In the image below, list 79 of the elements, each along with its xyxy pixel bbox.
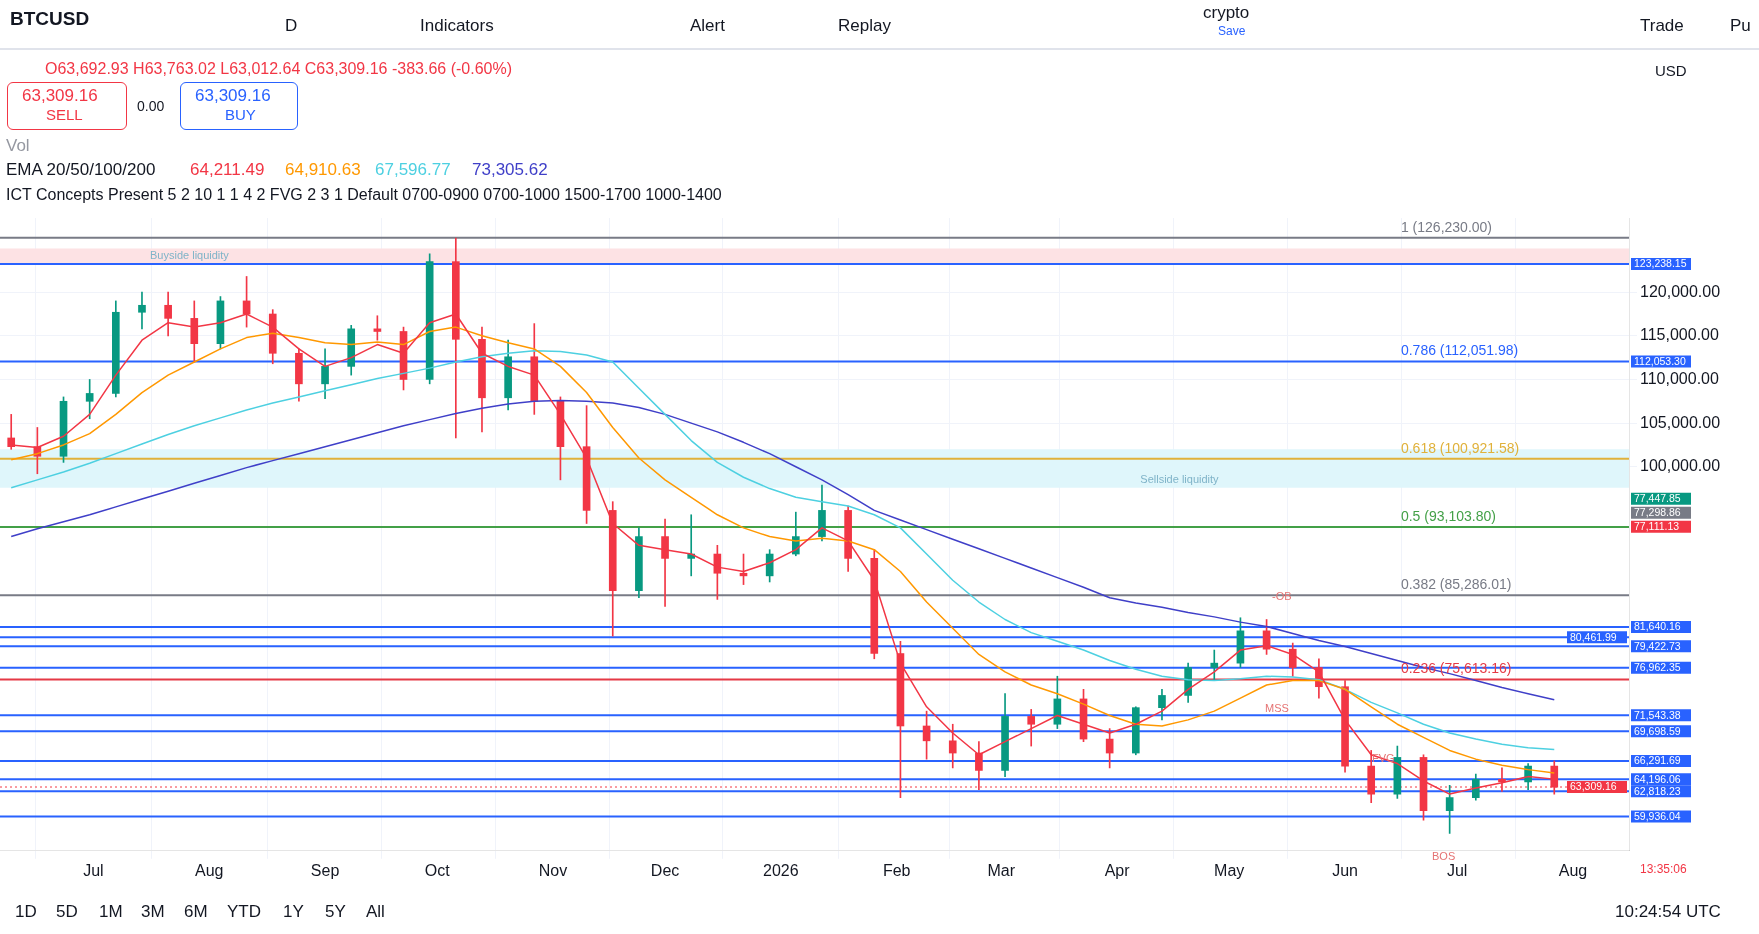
text: 64,910.63 bbox=[285, 160, 361, 180]
text: 1Y bbox=[283, 902, 304, 922]
ref-line-label: 81,640.16 bbox=[1634, 620, 1681, 633]
text: YTD bbox=[227, 902, 261, 922]
x-tick-label: Aug bbox=[1558, 861, 1588, 879]
ref-line-label: 1 (126,230.00) bbox=[1400, 218, 1493, 235]
ref-line-label: 123,238.15 bbox=[1634, 257, 1687, 270]
ref-line-label: 79,422.73 bbox=[1634, 639, 1681, 652]
ref-line-label: 0.382 (85,286.01) bbox=[1400, 576, 1512, 593]
text: Trade bbox=[1640, 16, 1684, 36]
text: 77,111.13 bbox=[1634, 520, 1680, 533]
y-tick-label: 110,000.00 bbox=[1640, 369, 1719, 387]
text: 5Y bbox=[325, 902, 346, 922]
ref-line-label: 66,291.69 bbox=[1634, 754, 1681, 767]
text: 63,309.16 bbox=[195, 86, 271, 106]
x-tick-label: Jun bbox=[1332, 861, 1358, 879]
text: 6M bbox=[184, 902, 208, 922]
text: 77,298.86 bbox=[1634, 506, 1681, 519]
ref-line-label: 59,936.04 bbox=[1634, 809, 1681, 822]
ref-line-label: 62,818.23 bbox=[1634, 784, 1681, 797]
annotation: BOS bbox=[1432, 850, 1456, 862]
band-label: Sellside liquidity bbox=[1140, 473, 1220, 486]
text: SELL bbox=[46, 106, 83, 123]
text: 1M bbox=[99, 902, 123, 922]
x-tick-label: Feb bbox=[882, 861, 911, 879]
text: 73,305.62 bbox=[472, 160, 548, 180]
text: Pu bbox=[1730, 16, 1751, 36]
y-tick-label: 120,000.00 bbox=[1640, 282, 1721, 300]
x-tick-label: Mar bbox=[987, 861, 1016, 879]
text: 5D bbox=[56, 902, 78, 922]
x-tick-label: Sep bbox=[310, 861, 340, 879]
text: Alert bbox=[690, 16, 725, 36]
annotation: MSS bbox=[1265, 702, 1289, 714]
ref-line-label: 80,461.99 bbox=[1570, 630, 1617, 643]
text: 3M bbox=[141, 902, 165, 922]
text: D bbox=[285, 16, 298, 36]
band-label: Buyside liquidity bbox=[150, 249, 230, 262]
text: ICT Concepts Present 5 2 10 1 1 4 2 FVG 2 3 1 Default 0700-0900 0700-1000 1500-1700 1000-1400 bbox=[6, 186, 722, 204]
text: EMA 20/50/100/200 bbox=[6, 160, 156, 180]
text: 0.00 bbox=[137, 98, 165, 114]
x-tick-label: Nov bbox=[538, 861, 568, 879]
y-tick-label: 105,000.00 bbox=[1640, 413, 1721, 431]
chart-subtitle: O63,692.93 H63,763.02 L63,012.64 C63,309.16 -383.66 (-0.60%) bbox=[45, 60, 513, 78]
text: 13:35:06 bbox=[1640, 862, 1687, 876]
ref-line-label: 69,698.59 bbox=[1634, 724, 1681, 737]
text: Vol bbox=[6, 136, 30, 156]
x-tick-label: Apr bbox=[1104, 861, 1131, 879]
text: crypto bbox=[1203, 3, 1250, 23]
x-tick-label: 2026 bbox=[763, 861, 799, 879]
x-tick-label: Jul bbox=[83, 861, 104, 879]
ref-line-label: 0.786 (112,051.98) bbox=[1400, 342, 1519, 359]
x-tick-label: Dec bbox=[650, 861, 680, 879]
ref-line-label: 63,309.16 bbox=[1570, 780, 1617, 793]
chart-title: BTCUSD bbox=[10, 8, 90, 30]
ref-line-label: 0.618 (100,921.58) bbox=[1400, 439, 1520, 456]
candlestick bbox=[138, 291, 146, 330]
x-tick-label: May bbox=[1214, 861, 1245, 879]
text: 112,053.30 bbox=[1634, 354, 1686, 367]
text: 10:24:54 UTC bbox=[1615, 902, 1721, 922]
x-tick-label: Jul bbox=[1446, 861, 1468, 879]
text: USD bbox=[1655, 62, 1687, 79]
text: 63,309.16 bbox=[22, 86, 98, 106]
ref-line-label: 0.5 (93,103.80) bbox=[1400, 507, 1496, 524]
text: All bbox=[366, 902, 385, 922]
ref-line-label: 64,196.06 bbox=[1634, 772, 1681, 785]
text: 1D bbox=[15, 902, 37, 922]
y-tick-label: 100,000.00 bbox=[1640, 457, 1721, 475]
x-tick-label: Oct bbox=[424, 861, 451, 879]
ref-line-label: 76,962.35 bbox=[1634, 661, 1681, 674]
y-tick-label: 115,000.00 bbox=[1640, 326, 1719, 344]
text: Indicators bbox=[420, 16, 494, 36]
text: 64,211.49 bbox=[190, 160, 265, 180]
text: Replay bbox=[838, 16, 891, 36]
text: 67,596.77 bbox=[375, 160, 451, 180]
ref-line-label: 71,543.38 bbox=[1634, 708, 1681, 721]
x-tick-label: Aug bbox=[194, 861, 224, 879]
text: Save bbox=[1218, 24, 1246, 38]
text: 77,447.85 bbox=[1634, 492, 1681, 505]
text: BUY bbox=[225, 106, 256, 123]
